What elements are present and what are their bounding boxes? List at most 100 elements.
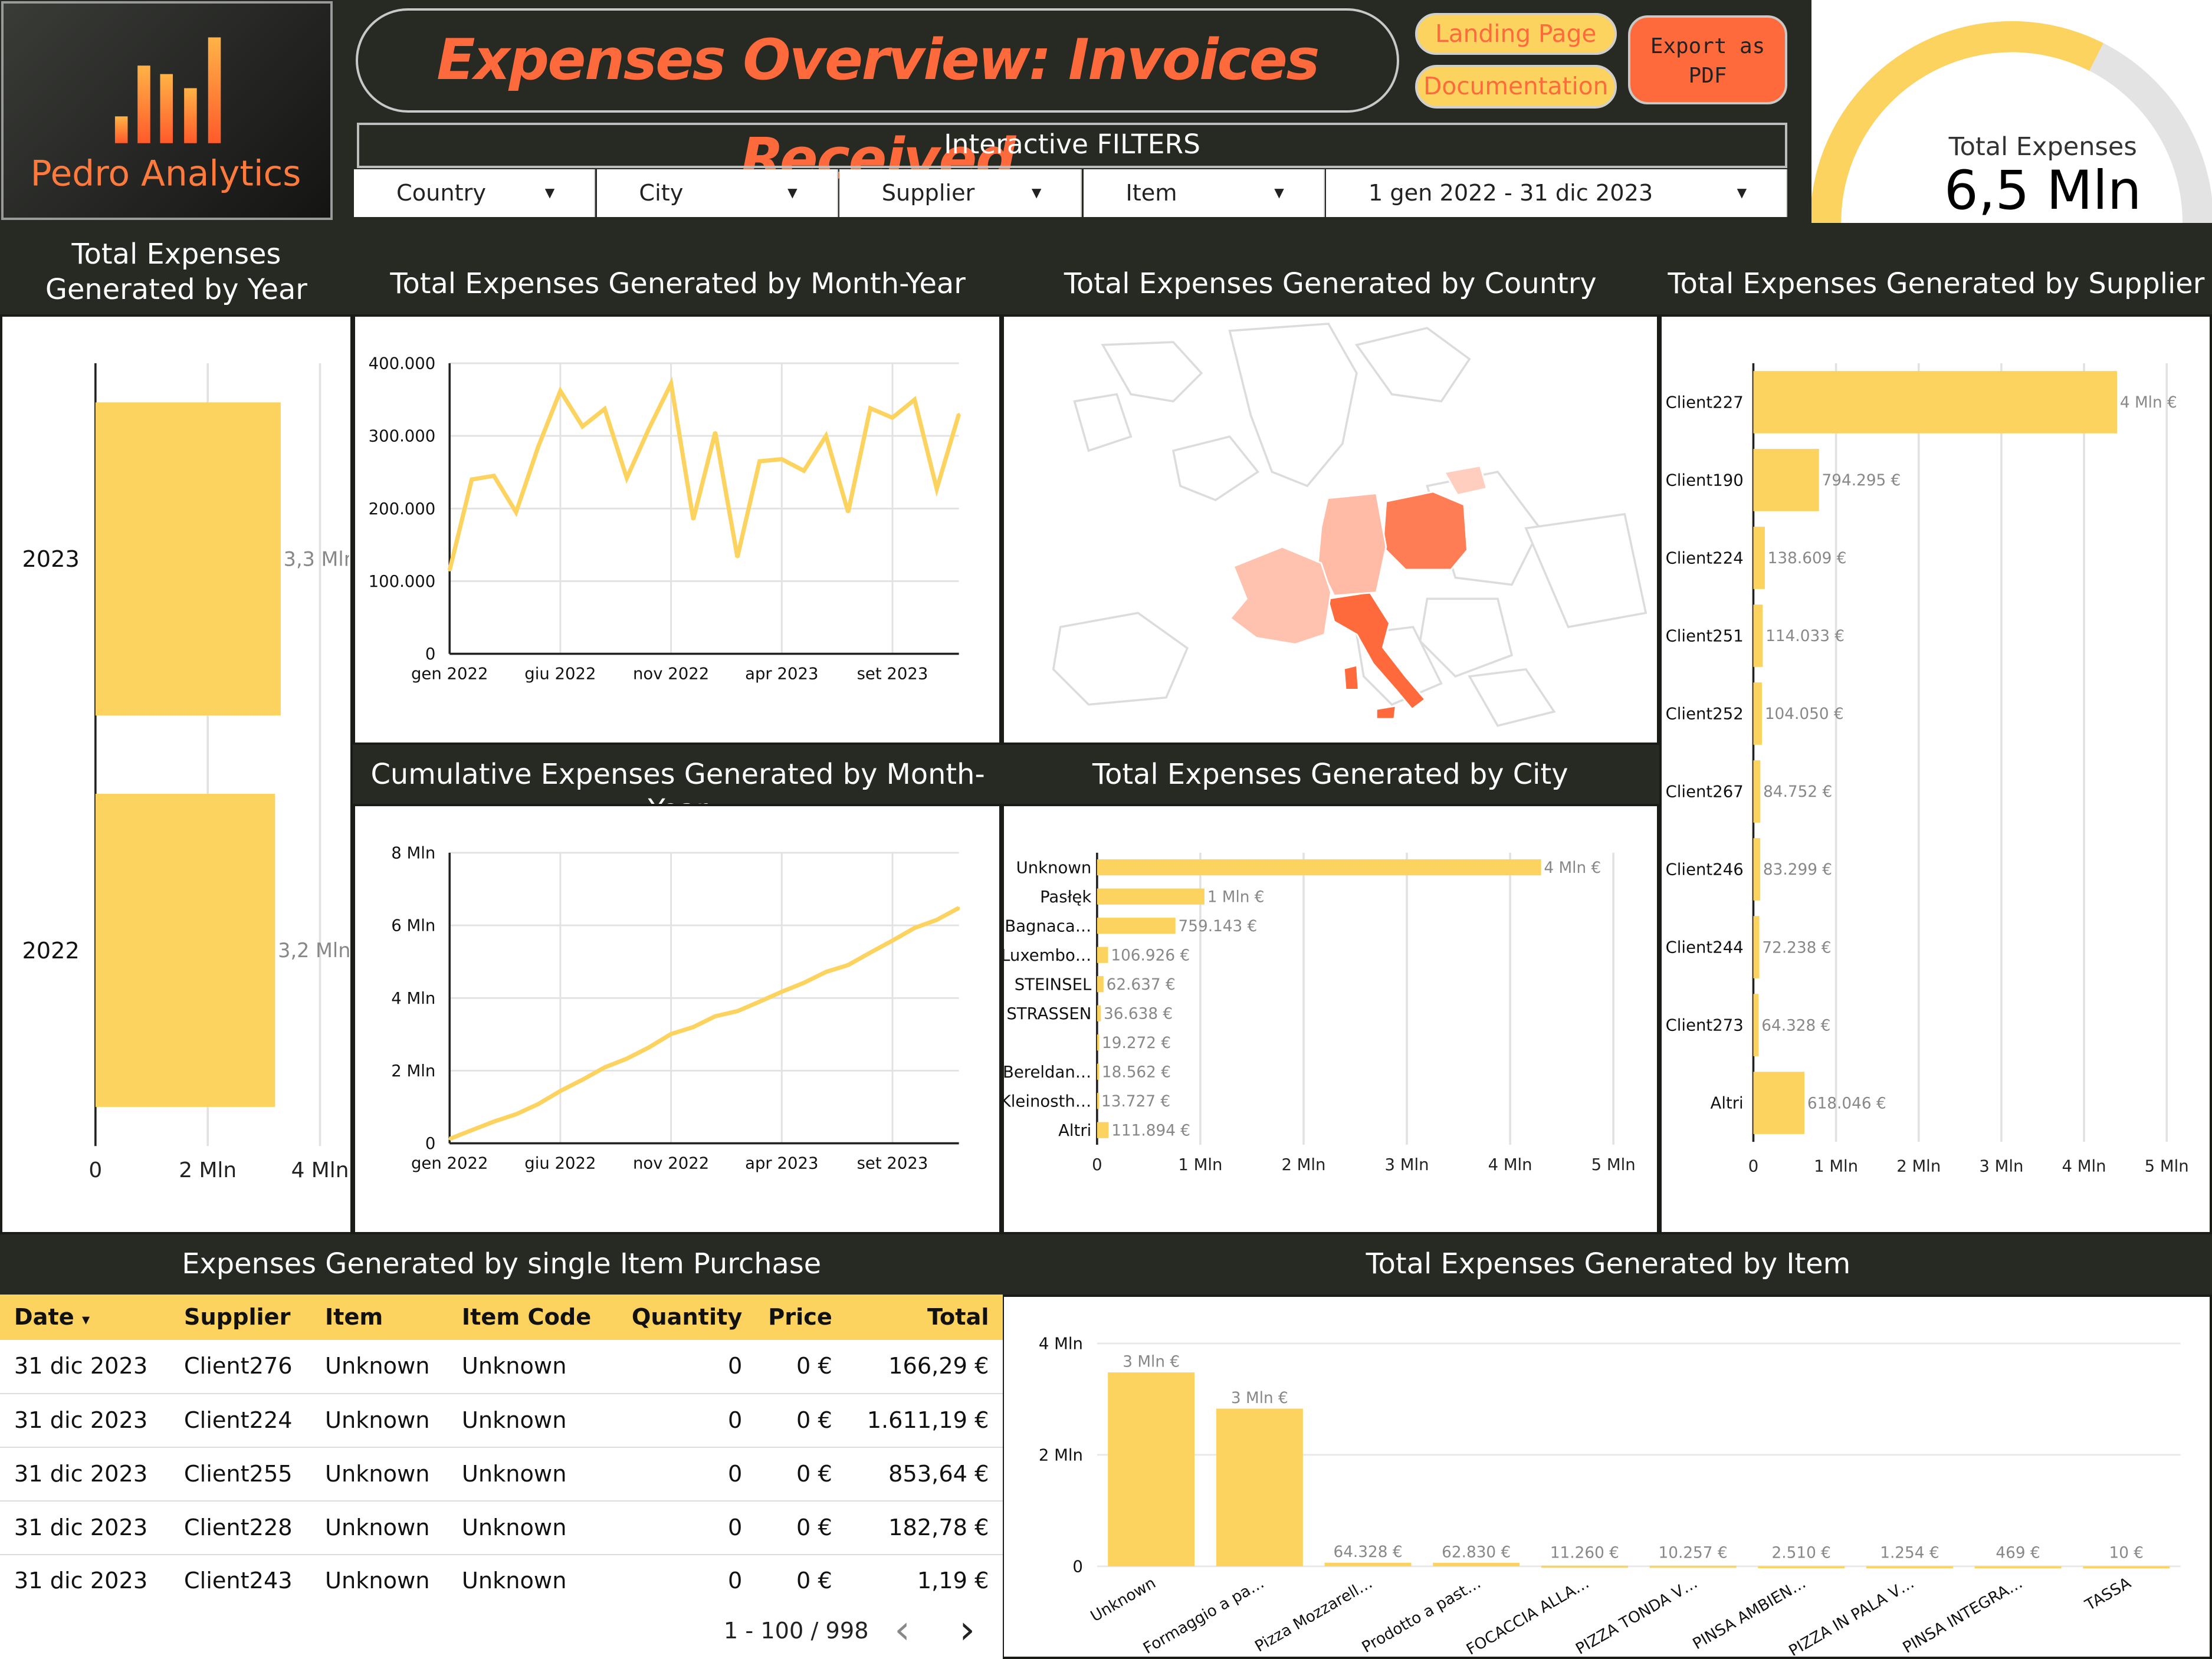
country-italy [1327, 592, 1426, 720]
table-row: 31 dic 2023 Client276 Unknown Unknown 0 0 €16… [0, 1340, 1003, 1394]
data-label: 10.257 € [1659, 1545, 1728, 1562]
landing-page-button[interactable]: Landing Page [1415, 12, 1617, 55]
col-item[interactable]: Item [311, 1295, 448, 1340]
x-tick-label: 5 Mln [1591, 1155, 1636, 1174]
y-tick-label: 0 [1072, 1558, 1083, 1576]
x-tick-label: giu 2022 [524, 665, 596, 684]
data-label: 62.637 € [1107, 976, 1176, 994]
cell: Unknown [311, 1554, 448, 1609]
bar [1097, 888, 1205, 905]
cell: Client243 [170, 1554, 311, 1609]
cell: 0 [612, 1340, 757, 1394]
documentation-button[interactable]: Documentation [1415, 65, 1617, 109]
col-item-code[interactable]: Item Code [447, 1295, 613, 1340]
country-outline [1524, 513, 1647, 629]
category-label: Unknown [1016, 859, 1092, 878]
export-pdf-label-2: PDF [1688, 64, 1727, 88]
cell: 0 € [756, 1393, 846, 1448]
cell: Client228 [170, 1500, 311, 1555]
category-label: Client246 [1665, 860, 1743, 879]
y-tick-label: 300.000 [368, 427, 435, 446]
bar [1097, 1034, 1100, 1051]
prev-page-icon[interactable]: ‹ [894, 1607, 911, 1653]
col-quantity[interactable]: Quantity [612, 1295, 757, 1340]
x-tick-label: 1 Mln [1814, 1157, 1858, 1176]
country-chart-title: Total Expenses Generated by Country [1064, 268, 1597, 300]
bar [1752, 682, 1762, 745]
category-label: Luxembo… [1004, 946, 1091, 965]
col-total[interactable]: Total [846, 1295, 1003, 1340]
category-label: Client227 [1665, 393, 1743, 412]
export-pdf-button[interactable]: Export as PDF [1627, 15, 1788, 104]
filter-country[interactable]: Country ▼ [354, 169, 596, 218]
category-label: Bereldan… [1004, 1063, 1091, 1082]
category-label: 2023 [22, 546, 79, 573]
y-tick-label: 400.000 [368, 354, 435, 373]
year-chart-title: Total Expenses Generated by Year [0, 237, 353, 308]
data-point [648, 428, 650, 430]
x-tick-label: 1 Mln [1178, 1155, 1222, 1174]
category-label: Client251 [1665, 627, 1743, 646]
data-label: 469 € [1996, 1545, 2040, 1562]
category-label: Client252 [1665, 705, 1743, 724]
data-point [603, 408, 606, 410]
cell: 31 dic 2023 [0, 1447, 170, 1502]
x-tick-label: 3 Mln [1979, 1157, 2023, 1176]
data-point [581, 425, 584, 428]
data-label: 84.752 € [1763, 784, 1832, 801]
data-point [669, 1033, 672, 1036]
country-outline [1419, 597, 1514, 678]
cumulative-chart-panel: 0 2 Mln 4 Mln 6 Mln 8 Mln gen 2022 giu 2022 nov… [352, 804, 1002, 1234]
bar [1541, 1566, 1628, 1568]
x-tick-label: set 2023 [856, 665, 928, 684]
bar [1752, 1072, 1804, 1135]
x-tick-label: 0 [88, 1158, 102, 1182]
data-label: 4 Mln € [1544, 859, 1601, 877]
bar [1097, 1122, 1109, 1139]
data-point [957, 906, 960, 909]
city-chart-panel: 0 1 Mln 2 Mln 3 Mln 4 Mln 5 Mln 4 Mln € Unknown… [1000, 804, 1659, 1234]
gauge-fill [1810, 21, 2103, 223]
x-tick-label: 3 Mln [1385, 1155, 1429, 1174]
bar [1974, 1566, 2062, 1569]
next-page-icon[interactable]: › [959, 1607, 976, 1653]
category-label: Client224 [1665, 549, 1743, 568]
filter-date-range[interactable]: 1 gen 2022 - 31 dic 2023 ▼ [1326, 169, 1788, 218]
country-map-panel [1002, 314, 1659, 745]
filter-item[interactable]: Item ▼ [1083, 169, 1325, 218]
x-tick-label: 4 Mln [291, 1158, 349, 1182]
cell: Unknown [311, 1393, 448, 1448]
bar [1752, 605, 1763, 668]
cell: 0 [612, 1393, 757, 1448]
data-point [758, 460, 761, 463]
data-point [736, 1010, 739, 1013]
y-tick-label: 200.000 [368, 500, 435, 518]
sort-down-icon[interactable]: ▾ [82, 1311, 90, 1329]
x-tick-label: 5 Mln [2144, 1157, 2188, 1176]
x-tick-label: gen 2022 [411, 665, 488, 684]
data-point [802, 981, 805, 984]
col-supplier[interactable]: Supplier [170, 1295, 311, 1340]
cell: Client276 [170, 1340, 311, 1394]
data-label: 10 € [2109, 1545, 2144, 1562]
filter-city[interactable]: City ▼ [596, 169, 838, 218]
x-tick-label: 2 Mln [1896, 1157, 1941, 1176]
category-label: PIZZA TONDA V… [1573, 1575, 1701, 1655]
data-point [448, 1138, 451, 1141]
category-label: Unknown [1088, 1575, 1159, 1626]
data-point [780, 991, 783, 993]
category-label: 2022 [22, 938, 79, 964]
cell: 0 € [756, 1447, 846, 1502]
data-label: 11.260 € [1550, 1545, 1619, 1562]
cell: Unknown [447, 1447, 613, 1502]
category-label: Bagnaca… [1005, 917, 1091, 936]
cell: 0 [612, 1447, 757, 1502]
filter-supplier[interactable]: Supplier ▼ [839, 169, 1082, 218]
table-header-row: Date ▾ Supplier Item Item Code Quantity … [0, 1295, 1003, 1340]
col-date[interactable]: Date ▾ [0, 1295, 170, 1340]
data-point [603, 1066, 606, 1069]
data-point [936, 488, 938, 491]
category-label: STRASSEN [1006, 1004, 1091, 1023]
category-label: Client273 [1665, 1016, 1743, 1035]
col-price[interactable]: Price [756, 1295, 846, 1340]
